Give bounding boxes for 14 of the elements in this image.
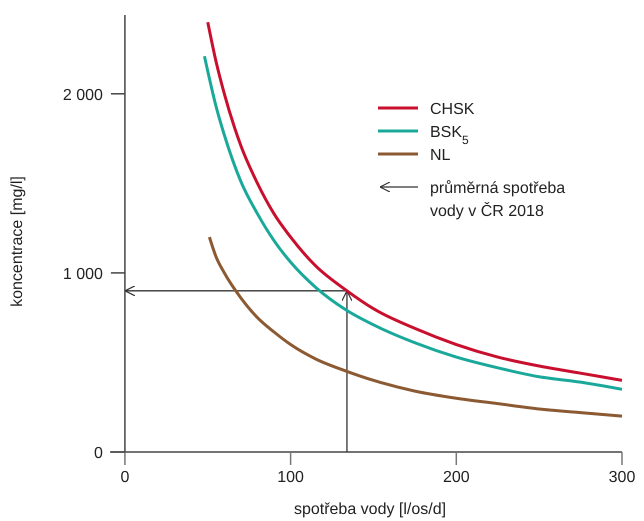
x-tick-label: 100 — [277, 469, 304, 486]
y-tick-label: 2 000 — [62, 86, 104, 104]
legend-label: průměrná spotřeba vody v ČR 2018 — [430, 180, 566, 220]
legend-label: BSK$_{5}$ — [430, 124, 470, 147]
x-tick-label: 300 — [608, 469, 636, 486]
y-tick-label: 0 — [94, 445, 104, 462]
x-axis-title: spotřeba vody [l/os/d] — [294, 501, 446, 518]
legend-label: NL — [430, 147, 451, 164]
legend-label: CHSK — [430, 101, 475, 118]
x-tick-label: 0 — [120, 469, 130, 486]
line-series — [208, 236, 624, 418]
y-axis-title: koncentrace [mg/l] — [9, 176, 26, 307]
x-tick-label: 200 — [442, 469, 470, 486]
y-tick-label: 1 000 — [62, 266, 104, 283]
